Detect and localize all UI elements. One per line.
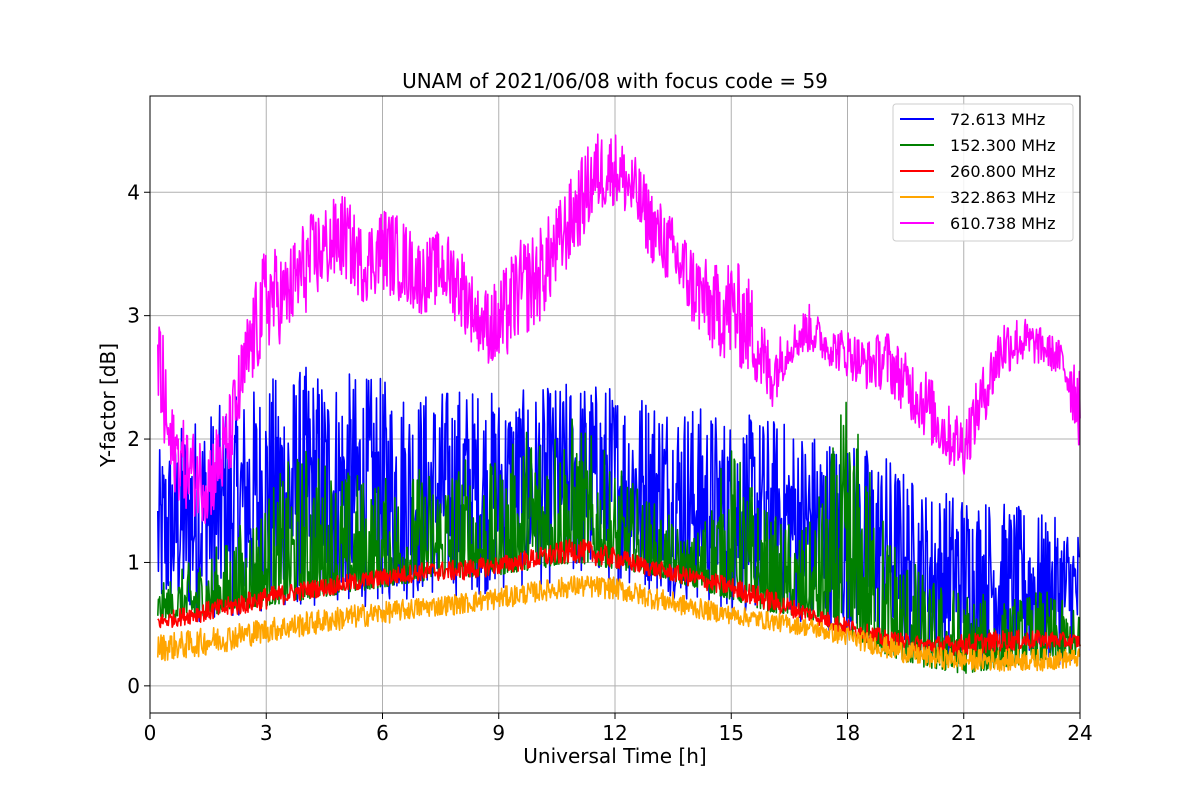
x-tick-label: 21 (951, 721, 976, 745)
x-axis: 0 3 6 9 12 15 18 21 24 (144, 713, 1093, 745)
legend: 72.613 MHz 152.300 MHz 260.800 MHz 322.863 … (892, 103, 1074, 242)
plot-area (157, 133, 1081, 674)
legend-label: 72.613 MHz (950, 110, 1045, 129)
x-tick-label: 12 (602, 721, 627, 745)
y-tick-label: 4 (127, 180, 140, 204)
y-tick-label: 0 (127, 674, 140, 698)
series-line-3 (157, 538, 1081, 656)
series-line-4 (157, 575, 1081, 672)
legend-label: 260.800 MHz (950, 162, 1055, 181)
series-line-5 (157, 133, 1081, 524)
legend-box (892, 103, 1074, 242)
chart-title: UNAM of 2021/06/08 with focus code = 59 (402, 69, 828, 93)
x-tick-label: 6 (376, 721, 389, 745)
x-tick-label: 15 (719, 721, 744, 745)
y-tick-label: 1 (127, 550, 140, 574)
legend-label: 322.863 MHz (950, 188, 1055, 207)
y-tick-label: 2 (127, 427, 140, 451)
series-layer (157, 133, 1081, 674)
x-tick-label: 24 (1067, 721, 1092, 745)
x-tick-label: 18 (835, 721, 860, 745)
y-axis-label: Y-factor [dB] (96, 343, 120, 468)
y-axis: 0 1 2 3 4 (127, 180, 150, 698)
legend-label: 152.300 MHz (950, 136, 1055, 155)
x-tick-label: 3 (260, 721, 273, 745)
x-tick-label: 0 (144, 721, 157, 745)
legend-label: 610.738 MHz (950, 214, 1055, 233)
x-axis-label: Universal Time [h] (523, 744, 706, 768)
y-tick-label: 3 (127, 304, 140, 328)
x-tick-label: 9 (492, 721, 505, 745)
